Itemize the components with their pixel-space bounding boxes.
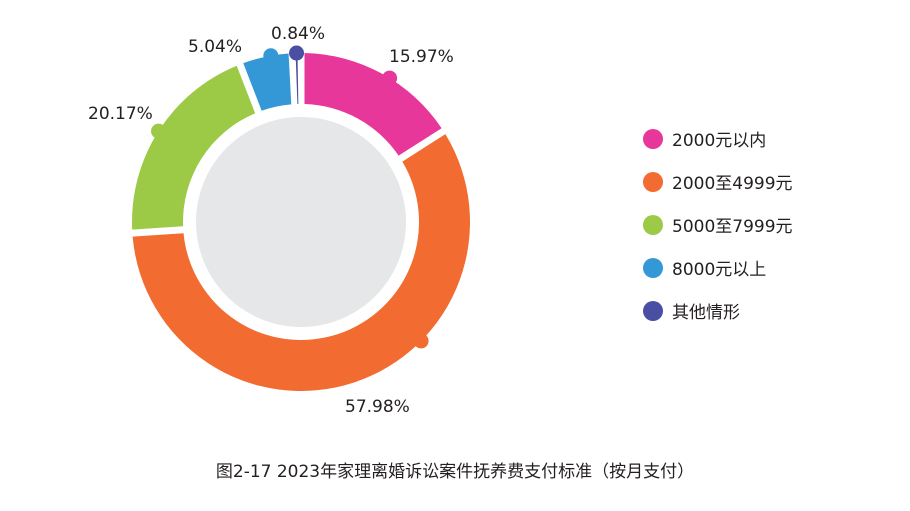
percent-label-0: 15.97%: [389, 47, 454, 67]
donut-slice-0: [304, 53, 442, 156]
donut-slice-4: [295, 53, 299, 105]
legend-item-2: 5000至7999元: [643, 214, 793, 237]
legend-swatch-2: [643, 214, 663, 235]
legend-swatch-1: [643, 171, 663, 192]
label-dot-4: [289, 45, 305, 61]
label-dot-0: [382, 70, 398, 86]
label-dots: [151, 45, 429, 349]
percent-label-3: 5.04%: [188, 37, 242, 57]
label-dot-2: [151, 123, 167, 139]
label-dot-3: [263, 48, 279, 64]
legend-label-1: 2000至4999元: [672, 174, 793, 194]
donut-slices: [132, 53, 471, 392]
percent-label-2: 20.17%: [88, 104, 153, 124]
donut-slice-2: [132, 65, 256, 230]
legend-swatch-3: [643, 257, 663, 278]
percent-labels: 15.97% 57.98% 20.17% 5.04% 0.84%: [88, 24, 454, 417]
label-dot-1: [413, 333, 429, 349]
legend-swatch-0: [643, 128, 663, 149]
legend-label-2: 5000至7999元: [672, 217, 793, 237]
legend-item-1: 2000至4999元: [643, 171, 793, 194]
chart-caption: 图2-17 2023年家理离婚诉讼案件抚养费支付标准（按月支付）: [215, 462, 695, 482]
percent-label-1: 57.98%: [345, 397, 410, 417]
donut-slice-1: [132, 134, 471, 392]
legend-item-0: 2000元以内: [643, 128, 793, 151]
legend-item-3: 8000元以上: [643, 257, 793, 280]
legend-label-3: 8000元以上: [672, 260, 767, 280]
donut-slice-3: [243, 53, 292, 111]
percent-label-4: 0.84%: [271, 24, 325, 44]
legend: 2000元以内 2000至4999元 5000至7999元 8000元以上 其他…: [643, 128, 793, 343]
legend-label-4: 其他情形: [672, 303, 740, 323]
donut-center: [196, 117, 406, 327]
legend-label-0: 2000元以内: [672, 131, 767, 151]
legend-item-4: 其他情形: [643, 300, 793, 323]
legend-swatch-4: [643, 300, 663, 321]
